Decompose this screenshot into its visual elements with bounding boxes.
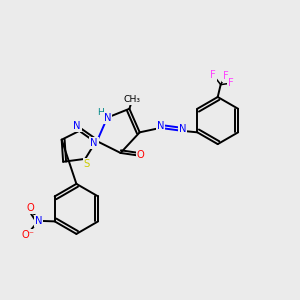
Text: N: N <box>73 122 81 131</box>
Text: N: N <box>178 124 186 134</box>
Text: O: O <box>26 203 34 213</box>
Text: F: F <box>228 78 234 88</box>
Text: N: N <box>103 112 111 123</box>
Text: O⁻: O⁻ <box>22 230 35 240</box>
Text: O: O <box>137 150 145 160</box>
Text: H: H <box>98 108 104 117</box>
Text: F: F <box>223 71 229 81</box>
Text: S: S <box>84 159 90 169</box>
Text: CH₃: CH₃ <box>124 95 141 104</box>
Text: N: N <box>157 122 164 131</box>
Text: N: N <box>35 216 42 226</box>
Text: N: N <box>90 138 98 148</box>
Text: F: F <box>210 70 216 80</box>
